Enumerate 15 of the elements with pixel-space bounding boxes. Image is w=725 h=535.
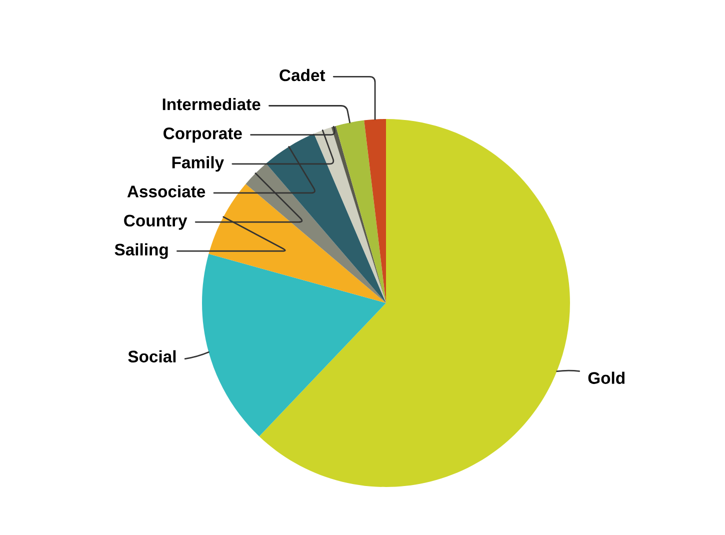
pie-slice	[202, 254, 386, 436]
slice-label: Corporate	[164, 127, 242, 143]
slice-label: Associate	[127, 185, 206, 198]
slice-label: Sailing	[114, 243, 168, 259]
slice-label: Country	[124, 214, 188, 230]
pie-slice	[259, 119, 570, 487]
slice-label: Intermediate	[162, 98, 260, 110]
pie-slice	[266, 134, 386, 303]
slice-label: Family	[172, 156, 224, 172]
pie-slice	[208, 184, 386, 303]
pie-slice	[314, 127, 386, 303]
pie-slice	[364, 119, 386, 303]
slice-label: Gold	[588, 372, 624, 384]
slice-label: Cadet	[280, 68, 326, 82]
slice-label: Social	[128, 350, 176, 362]
